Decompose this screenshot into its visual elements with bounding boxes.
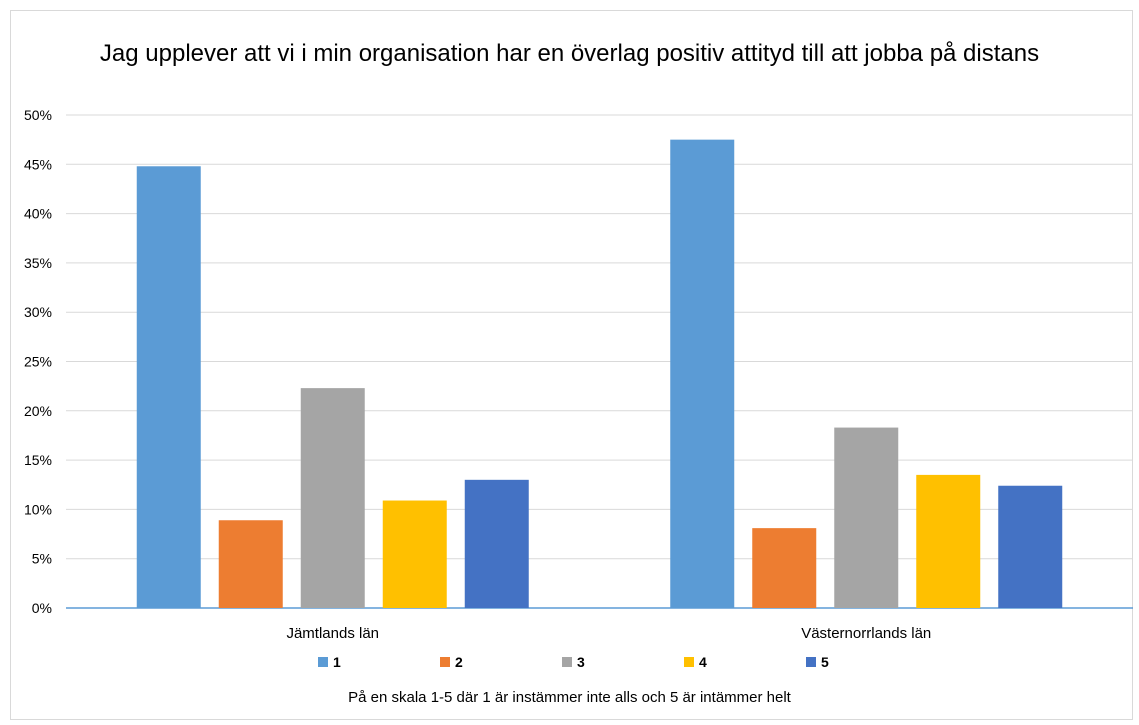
legend-swatch [562,657,572,667]
legend-swatch [806,657,816,667]
x-category-label: Jämtlands län [286,625,379,642]
legend-label: 1 [333,654,341,670]
bar-j-mtlands-l-n-4 [382,500,447,608]
bar-v-sternorrlands-l-n-2 [752,528,817,608]
bar-j-mtlands-l-n-2 [218,520,283,608]
y-tick-label: 5% [32,551,52,567]
bar-v-sternorrlands-l-n-3 [834,427,899,608]
y-tick-label: 25% [24,354,52,370]
bar-j-mtlands-l-n-1 [136,166,201,608]
legend-label: 3 [577,654,585,670]
y-tick-label: 10% [24,501,52,517]
legend-swatch [318,657,328,667]
y-tick-label: 35% [24,255,52,271]
bar-v-sternorrlands-l-n-4 [916,474,981,608]
y-tick-label: 40% [24,206,52,222]
y-tick-label: 0% [32,600,52,616]
legend-swatch [440,657,450,667]
chart-note: På en skala 1-5 där 1 är instämmer inte … [348,689,791,706]
chart-title: Jag upplever att vi i min organisation h… [99,40,1040,67]
y-tick-label: 50% [24,107,52,123]
bar-v-sternorrlands-l-n-1 [670,139,735,608]
bar-v-sternorrlands-l-n-5 [998,485,1063,608]
legend-label: 4 [699,654,707,670]
bar-j-mtlands-l-n-3 [300,388,365,608]
y-tick-label: 30% [24,304,52,320]
legend-swatch [684,657,694,667]
legend-label: 5 [821,654,829,670]
y-tick-label: 20% [24,403,52,419]
x-category-label: Västernorrlands län [801,625,931,642]
bar-j-mtlands-l-n-5 [464,479,529,608]
legend-label: 2 [455,654,463,670]
y-tick-label: 45% [24,156,52,172]
y-tick-label: 15% [24,452,52,468]
